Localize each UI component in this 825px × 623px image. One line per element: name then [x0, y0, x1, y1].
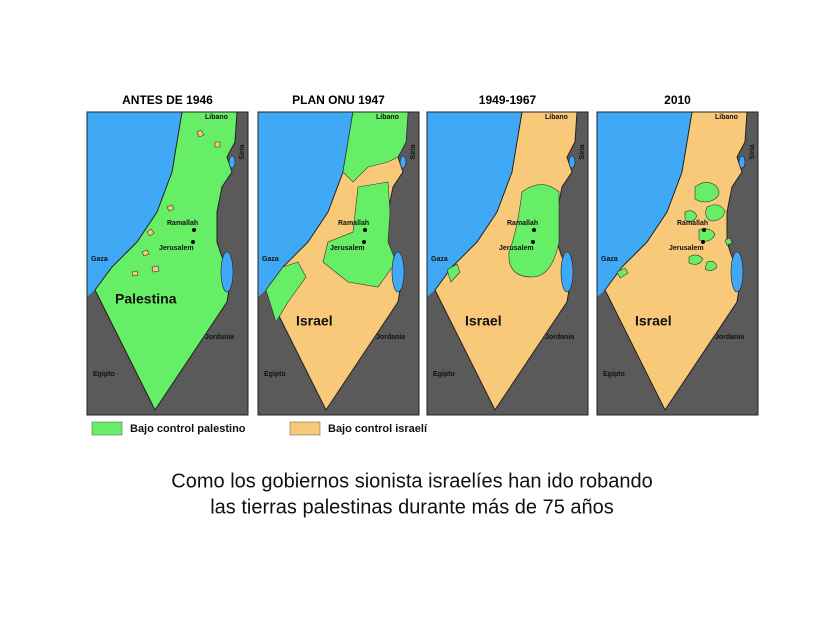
- dead-sea: [560, 251, 574, 293]
- territory-area: [214, 141, 221, 148]
- sea: [87, 112, 182, 297]
- territory-area: [705, 204, 726, 222]
- legend-label: Bajo control israelí: [328, 423, 428, 435]
- map-title: PLAN ONU 1947: [292, 93, 385, 107]
- map-label: Jerusalem: [159, 245, 194, 252]
- map-label: Libano: [715, 114, 738, 121]
- map-label: Gaza: [91, 256, 108, 263]
- map-label: Egipto: [603, 371, 625, 378]
- map-panel: Libano Siria Ramallah Jerusalem Gaza Jordania…: [86, 111, 249, 416]
- territory-area: [694, 182, 720, 203]
- caption-line: las tierras palestinas durante más de 75…: [210, 496, 614, 518]
- map-label: Jerusalem: [669, 245, 704, 252]
- map-label: Jordania: [376, 334, 405, 341]
- map-label: Ramallah: [338, 220, 369, 227]
- frame: [426, 111, 589, 416]
- territory-area: [704, 260, 718, 271]
- city-dot: [702, 228, 706, 232]
- main-label: Palestina: [115, 291, 177, 307]
- map-label: Libano: [376, 114, 399, 121]
- territory-area: [146, 228, 155, 237]
- main-label: Israel: [635, 313, 672, 329]
- map-label: Gaza: [601, 256, 618, 263]
- map-label: Siria: [579, 144, 586, 159]
- dead-sea: [730, 251, 744, 293]
- legend-swatch: [91, 421, 123, 436]
- map-label: Jerusalem: [330, 245, 365, 252]
- city-dot: [191, 240, 195, 244]
- sea: [258, 112, 353, 297]
- dead-sea: [220, 251, 234, 293]
- dead-sea: [391, 251, 405, 293]
- map-label: Egipto: [93, 371, 115, 378]
- legend-label: Bajo control palestino: [130, 423, 246, 435]
- map-label: Egipto: [433, 371, 455, 378]
- galilee-lake: [399, 155, 407, 169]
- territory-area: [141, 249, 150, 257]
- frame: [86, 111, 249, 416]
- map-label: Siria: [749, 144, 756, 159]
- map-label: Jerusalem: [499, 245, 534, 252]
- territory-area: [684, 210, 698, 222]
- territory-area: [616, 267, 629, 279]
- territory-area: [131, 270, 139, 277]
- sea: [427, 112, 522, 297]
- city-dot: [532, 228, 536, 232]
- map-label: Jordania: [545, 334, 574, 341]
- frame: [257, 111, 420, 416]
- map-title: ANTES DE 1946: [122, 93, 213, 107]
- legend-swatch: [289, 421, 321, 436]
- city-dot: [192, 228, 196, 232]
- territory-area: [342, 111, 409, 183]
- map-label: Libano: [545, 114, 568, 121]
- map-label: Ramallah: [167, 220, 198, 227]
- main-label: Israel: [296, 313, 333, 329]
- caption-line: Como los gobiernos sionista israelíes ha…: [171, 470, 652, 492]
- map-label: Ramallah: [507, 220, 538, 227]
- map-label: Gaza: [431, 256, 448, 263]
- map-label: Ramallah: [677, 220, 708, 227]
- map-panel: Libano Siria Ramallah Jerusalem Gaza Jordania…: [426, 111, 589, 416]
- map-label: Siria: [239, 144, 246, 159]
- city-dot: [531, 240, 535, 244]
- city-dot: [363, 228, 367, 232]
- map-label: Siria: [410, 144, 417, 159]
- main-label: Israel: [465, 313, 502, 329]
- galilee-lake: [568, 155, 576, 169]
- city-dot: [362, 240, 366, 244]
- territory-area: [322, 181, 397, 288]
- city-dot: [701, 240, 705, 244]
- map-panel: Libano Siria Ramallah Jerusalem Gaza Jordania…: [257, 111, 420, 416]
- map-panel: Libano Siria Ramallah Jerusalem Gaza Jordania…: [596, 111, 759, 416]
- map-label: Jordania: [205, 334, 234, 341]
- sea: [597, 112, 692, 297]
- territory-area: [196, 129, 205, 138]
- frame: [596, 111, 759, 416]
- map-label: Egipto: [264, 371, 286, 378]
- map-label: Libano: [205, 114, 228, 121]
- map-label: Gaza: [262, 256, 279, 263]
- territory-area: [446, 263, 461, 283]
- map-label: Jordania: [715, 334, 744, 341]
- map-title: 2010: [664, 93, 691, 107]
- galilee-lake: [228, 155, 236, 169]
- territory-area: [724, 237, 733, 246]
- territory-area: [166, 204, 175, 212]
- map-title: 1949-1967: [479, 93, 537, 107]
- territory-area: [265, 261, 307, 323]
- territory-area: [688, 254, 704, 265]
- territory-area: [151, 265, 160, 273]
- galilee-lake: [738, 155, 746, 169]
